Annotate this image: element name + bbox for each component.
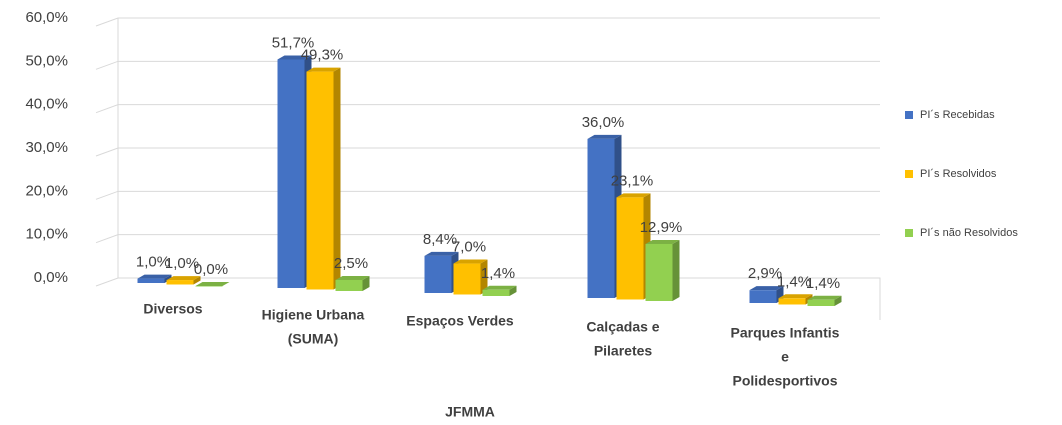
bar-side <box>672 239 680 301</box>
x-tick-label: Polidesportivos <box>732 373 837 389</box>
bar <box>587 138 615 298</box>
legend-label: PI´s Resolvidos <box>920 168 997 180</box>
bar-top <box>424 251 459 256</box>
grid-line <box>95 104 880 114</box>
x-tick-label: Calçadas e <box>586 319 659 335</box>
y-tick-label: 0,0% <box>34 269 68 286</box>
bar-top <box>749 286 784 291</box>
x-tick-label: Parques Infantis <box>731 325 840 341</box>
bar <box>616 197 644 300</box>
bar <box>645 243 673 301</box>
y-tick-label: 40,0% <box>25 96 68 113</box>
x-tick-label: Espaços Verdes <box>406 313 514 329</box>
bar <box>335 279 363 291</box>
bar-side <box>333 67 341 290</box>
data-label: 49,3% <box>301 47 344 64</box>
bar <box>195 286 223 287</box>
data-label: 1,0% <box>165 255 199 272</box>
bar-top <box>645 239 680 244</box>
bar-top <box>807 295 842 300</box>
grid-line <box>95 17 880 27</box>
bar-side <box>362 275 370 291</box>
bar-side <box>164 274 172 283</box>
y-tick-label: 60,0% <box>25 9 68 26</box>
data-label: 7,0% <box>452 239 486 256</box>
x-tick-label: e <box>781 349 789 365</box>
bar-top <box>306 67 341 72</box>
legend-label: PI´s Recebidas <box>920 109 995 121</box>
bar-side <box>480 259 488 295</box>
data-label: 1,4% <box>806 275 840 292</box>
bar-top <box>587 134 622 139</box>
x-tick-label: Diversos <box>143 301 202 317</box>
grid-line <box>95 234 880 244</box>
bar-side <box>834 295 842 306</box>
x-tick-label: (SUMA) <box>288 331 339 347</box>
bar-top <box>778 294 813 299</box>
bar-side <box>193 276 201 285</box>
data-label: 1,4% <box>777 273 811 290</box>
bar <box>166 280 194 285</box>
bar-top <box>277 55 312 60</box>
bar-top <box>482 285 517 290</box>
data-label: 2,5% <box>334 255 368 272</box>
bar-top <box>616 193 651 198</box>
bar-top <box>453 259 488 264</box>
data-label: 23,1% <box>611 172 654 189</box>
bar <box>137 278 165 283</box>
grid-line <box>95 147 880 157</box>
bar <box>778 298 806 305</box>
bar-side <box>509 285 517 296</box>
bar <box>807 299 835 306</box>
bar-top <box>137 274 172 279</box>
grid-line <box>95 190 880 200</box>
bar-top <box>166 276 201 281</box>
bar <box>482 289 510 296</box>
y-tick-label: 50,0% <box>25 52 68 69</box>
x-tick-label: Pilaretes <box>594 343 653 359</box>
data-label: 51,7% <box>272 34 315 51</box>
x-axis-title: JFMMA <box>445 404 495 420</box>
data-label: 0,0% <box>194 261 228 278</box>
legend-swatch <box>905 229 913 237</box>
x-tick-label: Higiene Urbana <box>262 307 365 323</box>
y-tick-label: 20,0% <box>25 182 68 199</box>
y-tick-label: 10,0% <box>25 226 68 243</box>
bar-top <box>195 282 230 286</box>
y-tick-label: 30,0% <box>25 139 68 156</box>
data-label: 12,9% <box>640 219 683 236</box>
data-label: 8,4% <box>423 231 457 248</box>
bar <box>453 263 481 295</box>
data-label: 2,9% <box>748 265 782 282</box>
legend-swatch <box>905 170 913 178</box>
data-label: 36,0% <box>582 114 625 131</box>
data-label: 1,4% <box>481 265 515 282</box>
bar <box>277 59 305 289</box>
legend-label: PI´s não Resolvidos <box>920 227 1018 239</box>
grid-line <box>95 60 880 70</box>
data-label: 1,0% <box>136 254 170 271</box>
bar <box>306 71 334 290</box>
bar-top <box>335 275 370 280</box>
legend-swatch <box>905 111 913 119</box>
bar <box>749 290 777 303</box>
bar <box>424 255 452 293</box>
